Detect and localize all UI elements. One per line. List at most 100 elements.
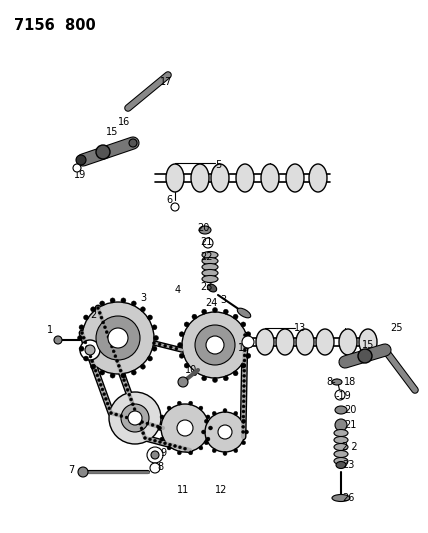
Circle shape: [138, 422, 141, 425]
Ellipse shape: [202, 257, 218, 264]
Circle shape: [96, 306, 99, 310]
Circle shape: [241, 431, 244, 433]
Circle shape: [192, 371, 197, 376]
Circle shape: [106, 402, 109, 405]
Ellipse shape: [332, 495, 350, 502]
Circle shape: [54, 336, 62, 344]
Circle shape: [80, 340, 100, 360]
Circle shape: [173, 445, 176, 448]
Circle shape: [105, 330, 108, 334]
Ellipse shape: [207, 284, 217, 292]
Circle shape: [114, 354, 117, 358]
Circle shape: [184, 322, 189, 327]
Circle shape: [205, 419, 208, 423]
Circle shape: [243, 374, 246, 377]
Text: 21: 21: [344, 420, 357, 430]
Circle shape: [184, 363, 189, 368]
Text: 23: 23: [342, 460, 354, 470]
Circle shape: [242, 336, 254, 348]
Ellipse shape: [202, 276, 218, 282]
Ellipse shape: [334, 457, 348, 464]
Text: 3: 3: [140, 293, 146, 303]
Circle shape: [121, 298, 126, 303]
Circle shape: [109, 392, 161, 444]
Circle shape: [131, 301, 136, 306]
Ellipse shape: [334, 450, 348, 457]
Circle shape: [195, 325, 235, 365]
Circle shape: [128, 411, 142, 425]
Circle shape: [242, 410, 245, 413]
Circle shape: [223, 376, 228, 381]
Text: 15: 15: [106, 127, 119, 137]
Circle shape: [104, 398, 107, 400]
Circle shape: [140, 307, 146, 312]
Circle shape: [110, 345, 113, 348]
Circle shape: [244, 334, 247, 336]
Circle shape: [92, 365, 95, 367]
Text: 7156  800: 7156 800: [14, 18, 96, 33]
Ellipse shape: [334, 443, 348, 450]
Circle shape: [243, 369, 246, 372]
Circle shape: [206, 336, 224, 354]
Circle shape: [100, 316, 103, 319]
Circle shape: [148, 356, 152, 361]
Circle shape: [130, 398, 133, 401]
Circle shape: [161, 404, 209, 452]
Circle shape: [234, 449, 238, 453]
Ellipse shape: [199, 226, 211, 234]
Circle shape: [171, 203, 179, 211]
Text: 17: 17: [160, 77, 172, 87]
Circle shape: [96, 374, 99, 377]
Circle shape: [150, 463, 160, 473]
Circle shape: [83, 356, 89, 361]
Circle shape: [167, 446, 171, 450]
Circle shape: [241, 363, 246, 368]
Circle shape: [182, 312, 248, 378]
Ellipse shape: [332, 379, 342, 385]
Text: 9: 9: [160, 448, 166, 458]
Circle shape: [163, 344, 166, 348]
Ellipse shape: [276, 329, 294, 355]
Circle shape: [102, 321, 105, 324]
Ellipse shape: [237, 308, 251, 318]
Circle shape: [208, 426, 212, 430]
Ellipse shape: [334, 430, 348, 437]
Circle shape: [178, 446, 181, 449]
Text: 7: 7: [68, 465, 74, 475]
Ellipse shape: [296, 329, 314, 355]
Text: 12: 12: [215, 485, 227, 495]
Circle shape: [152, 342, 155, 344]
Circle shape: [91, 364, 95, 369]
Circle shape: [189, 451, 193, 455]
Circle shape: [178, 343, 182, 348]
Circle shape: [192, 314, 197, 319]
Text: 19: 19: [74, 170, 86, 180]
Circle shape: [242, 419, 246, 423]
Circle shape: [243, 359, 246, 362]
Circle shape: [163, 442, 166, 445]
Ellipse shape: [191, 164, 209, 192]
Ellipse shape: [256, 329, 274, 355]
Ellipse shape: [166, 164, 184, 192]
Circle shape: [199, 446, 203, 450]
Ellipse shape: [202, 252, 218, 259]
Circle shape: [107, 335, 110, 338]
Circle shape: [142, 432, 145, 435]
Circle shape: [244, 338, 247, 342]
Text: 4: 4: [175, 285, 181, 295]
Circle shape: [76, 155, 86, 165]
Circle shape: [77, 335, 83, 341]
Circle shape: [146, 422, 149, 425]
Circle shape: [246, 332, 251, 337]
Text: 5: 5: [215, 160, 221, 170]
Circle shape: [242, 420, 245, 423]
Circle shape: [243, 364, 246, 367]
Ellipse shape: [316, 329, 334, 355]
Circle shape: [80, 332, 83, 335]
Circle shape: [205, 441, 208, 445]
Text: 16: 16: [118, 117, 130, 127]
Ellipse shape: [202, 270, 218, 277]
Circle shape: [120, 415, 123, 417]
Text: 13: 13: [294, 323, 306, 333]
Circle shape: [243, 344, 246, 346]
